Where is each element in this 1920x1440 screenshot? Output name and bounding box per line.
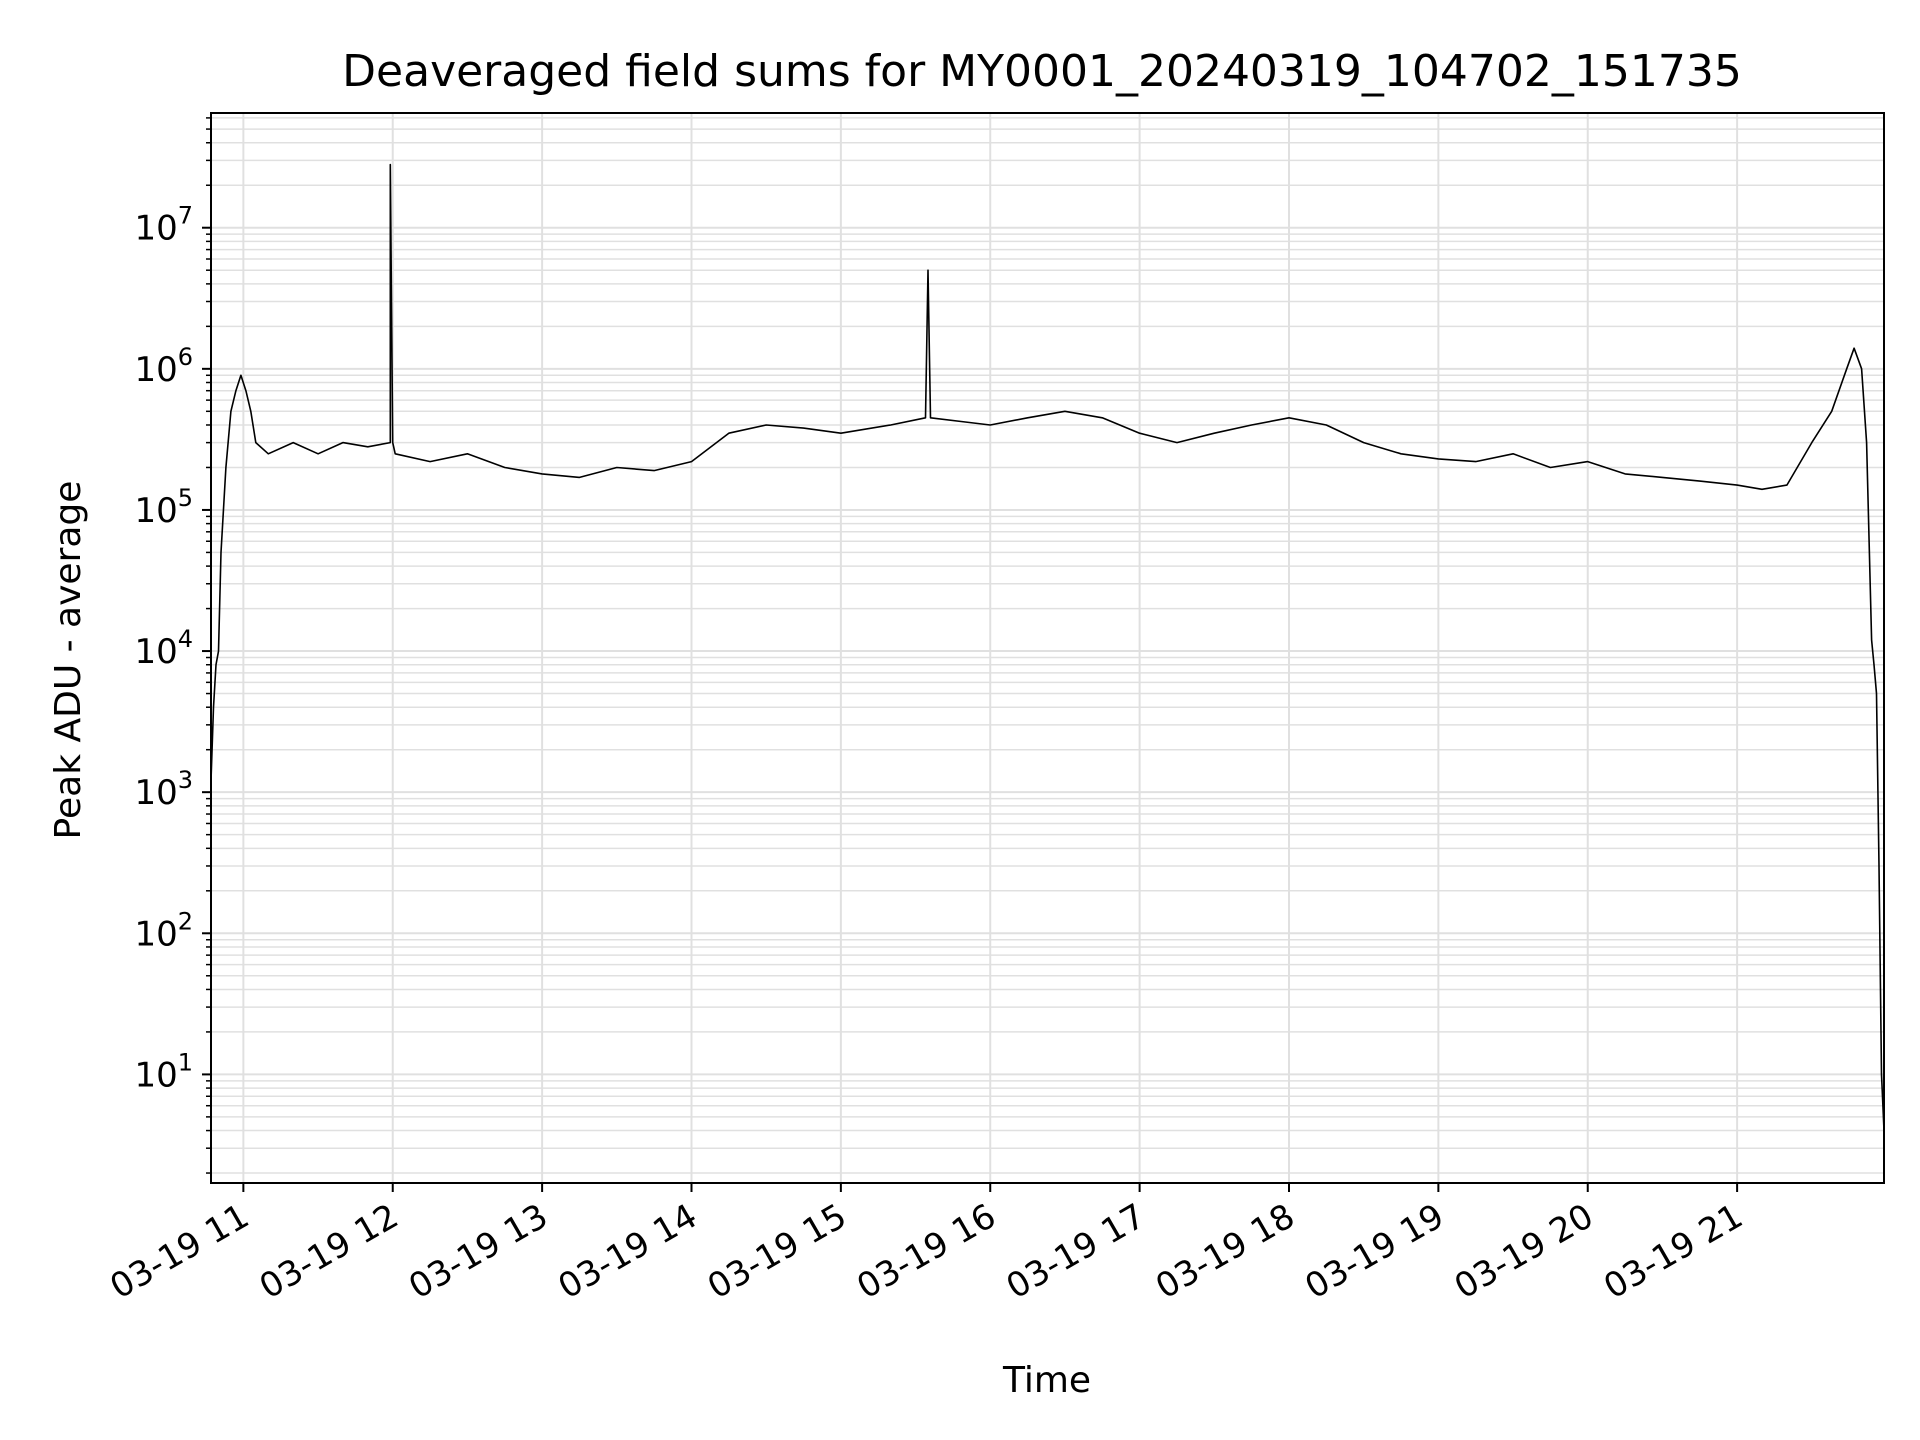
- y-tick-base: 10: [134, 1055, 177, 1095]
- y-tick-base: 10: [134, 350, 177, 390]
- y-axis-label: Peak ADU - average: [48, 481, 89, 840]
- axis-ticks: [202, 117, 1739, 1192]
- y-tick-base: 10: [134, 632, 177, 672]
- y-tick-label: 101: [134, 1048, 193, 1095]
- y-tick-exponent: 4: [178, 625, 193, 653]
- y-tick-label: 102: [134, 907, 193, 954]
- y-tick-label: 107: [134, 202, 193, 249]
- series-line: [210, 163, 1885, 1131]
- data-series: [210, 163, 1885, 1131]
- y-tick-exponent: 1: [178, 1048, 193, 1076]
- y-tick-label: 104: [134, 625, 193, 672]
- x-axis-label: Time: [1002, 1360, 1091, 1401]
- y-tick-base: 10: [134, 209, 177, 249]
- grid-lines: [211, 113, 1884, 1183]
- y-tick-base: 10: [134, 914, 177, 954]
- y-tick-label: 105: [134, 484, 193, 531]
- y-tick-exponent: 5: [178, 484, 193, 512]
- plot-frame: [210, 112, 1885, 1184]
- y-tick-base: 10: [134, 491, 177, 531]
- y-tick-exponent: 7: [178, 202, 193, 230]
- y-tick-label: 106: [134, 343, 193, 390]
- y-tick-exponent: 2: [178, 907, 193, 935]
- y-tick-exponent: 3: [178, 766, 193, 794]
- chart-title: Deaveraged field sums for MY0001_2024031…: [342, 46, 1742, 97]
- y-tick-exponent: 6: [178, 343, 193, 371]
- y-tick-label: 103: [134, 766, 193, 813]
- y-tick-base: 10: [134, 773, 177, 813]
